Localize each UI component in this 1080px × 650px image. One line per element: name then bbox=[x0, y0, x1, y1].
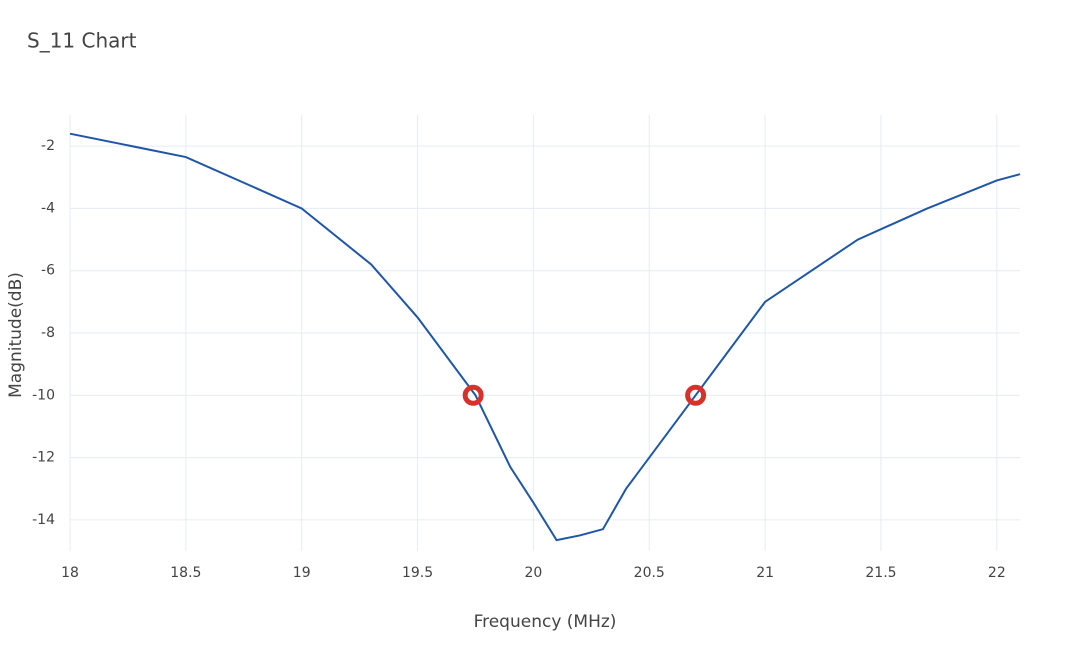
x-tick-label: 19.5 bbox=[402, 565, 433, 581]
x-axis-title: Frequency (MHz) bbox=[474, 612, 617, 632]
y-tick-label: -12 bbox=[32, 450, 55, 466]
y-axis-title: Magnitude(dB) bbox=[6, 272, 26, 398]
marker bbox=[462, 384, 484, 406]
x-tick-label: 18.5 bbox=[170, 565, 201, 581]
data-line bbox=[69, 132, 1021, 542]
x-tick-label: 20 bbox=[525, 565, 543, 581]
x-tick-label: 18 bbox=[61, 565, 79, 581]
chart-title: S_11 Chart bbox=[27, 29, 137, 53]
x-tick-label: 20.5 bbox=[634, 565, 665, 581]
x-tick-label: 21 bbox=[756, 565, 774, 581]
y-tick-label: -6 bbox=[41, 263, 55, 279]
y-tick-label: -2 bbox=[41, 138, 55, 154]
x-tick-label: 22 bbox=[988, 565, 1006, 581]
y-tick-label: -10 bbox=[32, 387, 55, 403]
x-tick-label: 21.5 bbox=[865, 565, 896, 581]
marker bbox=[685, 384, 707, 406]
y-tick-label: -8 bbox=[41, 325, 55, 341]
y-tick-label: -4 bbox=[41, 200, 55, 216]
x-tick-label: 19 bbox=[293, 565, 311, 581]
y-tick-label: -14 bbox=[32, 512, 55, 528]
